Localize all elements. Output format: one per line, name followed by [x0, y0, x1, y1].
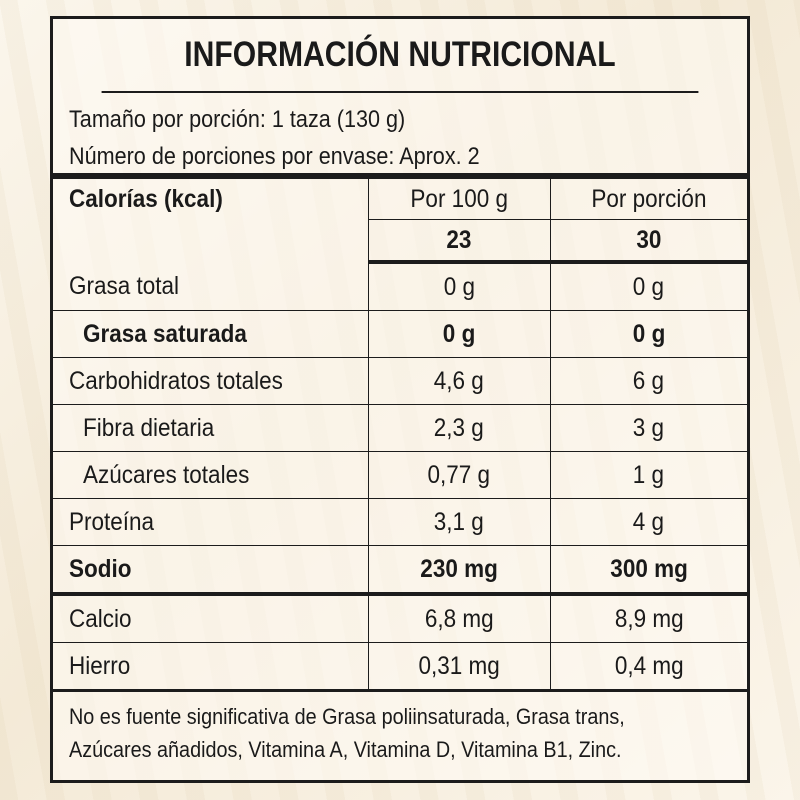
- nutrient-per100-cell: 6,8 mg: [367, 594, 550, 643]
- nutrient-name-cell: Grasa saturada: [53, 310, 368, 358]
- nutrient-row-calcio: Calcio 6,8 mg 8,9 mg: [53, 594, 747, 643]
- nutrition-facts-label: INFORMACIÓN NUTRICIONAL Tamaño por porci…: [50, 16, 750, 783]
- nutrient-portion-cell: 1 g: [549, 451, 747, 499]
- calories-label-cell: Calorías (kcal): [53, 179, 368, 262]
- calories-label: Calorías (kcal): [69, 185, 223, 213]
- serving-info: Tamaño por porción: 1 taza (130 g) Númer…: [53, 93, 747, 179]
- nutrient-row-fibra: Fibra dietaria 2,3 g 3 g: [53, 404, 747, 452]
- nutrient-per100-cell: 0,31 mg: [367, 642, 550, 692]
- nutrient-table: Calorías (kcal) Por 100 g Por porción 23…: [53, 179, 747, 692]
- nutrient-per100: 3,1 g: [433, 507, 485, 536]
- nutrient-row-grasa-total: Grasa total 0 g 0 g: [53, 262, 747, 311]
- nutrient-name-cell: Hierro: [53, 642, 368, 692]
- serving-size: Tamaño por porción: 1 taza (130 g): [69, 106, 406, 133]
- nutrient-name-cell: Calcio: [53, 594, 368, 643]
- nutrient-portion: 0,4 mg: [614, 651, 684, 680]
- nutrient-name: Azúcares totales: [83, 460, 250, 489]
- nutrient-name: Sodio: [69, 554, 132, 583]
- servings-per-container: Número de porciones por envase: Aprox. 2: [69, 143, 480, 170]
- nutrient-per100-cell: 0,77 g: [367, 451, 550, 499]
- nutrient-portion: 3 g: [633, 413, 665, 442]
- nutrient-portion-cell: 0,4 mg: [549, 642, 747, 692]
- nutrient-portion: 0 g: [633, 272, 665, 301]
- nutrient-per100-cell: 3,1 g: [367, 498, 550, 546]
- calories-portion-cell: 30: [549, 219, 747, 264]
- calories-portion: 30: [636, 225, 662, 254]
- nutrient-name-cell: Grasa total: [53, 262, 368, 311]
- footnote-line-1: No es fuente significativa de Grasa poli…: [69, 704, 625, 729]
- nutrient-portion-cell: 3 g: [549, 404, 747, 452]
- nutrient-name: Hierro: [69, 651, 131, 680]
- nutrient-per100: 0,31 mg: [418, 651, 500, 680]
- calories-per100-cell: 23: [367, 219, 550, 264]
- nutrient-name: Grasa saturada: [83, 319, 247, 348]
- nutrient-name-cell: Proteína: [53, 498, 368, 546]
- label-title: INFORMACIÓN NUTRICIONAL: [101, 19, 699, 93]
- nutrient-per100-cell: 230 mg: [367, 545, 550, 596]
- portion-header: Por porción: [591, 184, 707, 213]
- nutrient-per100: 230 mg: [420, 554, 498, 583]
- nutrient-per100: 0 g: [443, 272, 475, 301]
- nutrient-portion-cell: 300 mg: [549, 545, 747, 596]
- nutrient-portion-cell: 6 g: [549, 357, 747, 405]
- nutrient-row-proteina: Proteína 3,1 g 4 g: [53, 498, 747, 546]
- calories-header-row: Calorías (kcal) Por 100 g Por porción: [53, 179, 747, 220]
- nutrient-name: Proteína: [69, 507, 155, 536]
- nutrient-row-azucares: Azúcares totales 0,77 g 1 g: [53, 451, 747, 499]
- nutrient-portion-cell: 0 g: [549, 262, 747, 311]
- nutrient-row-grasa-saturada: Grasa saturada 0 g 0 g: [53, 310, 747, 358]
- per100-header: Por 100 g: [410, 184, 508, 213]
- nutrient-portion: 6 g: [633, 366, 665, 395]
- nutrient-portion-cell: 0 g: [549, 310, 747, 358]
- nutrient-name: Carbohidratos totales: [69, 366, 283, 395]
- nutrient-row-carbohidratos: Carbohidratos totales 4,6 g 6 g: [53, 357, 747, 405]
- nutrient-per100: 6,8 mg: [424, 604, 494, 633]
- nutrient-name-cell: Carbohidratos totales: [53, 357, 368, 405]
- nutrient-portion: 4 g: [633, 507, 665, 536]
- nutrient-row-sodio: Sodio 230 mg 300 mg: [53, 545, 747, 596]
- nutrient-per100: 2,3 g: [433, 413, 485, 442]
- nutrient-name: Fibra dietaria: [83, 413, 215, 442]
- nutrient-portion-cell: 8,9 mg: [549, 594, 747, 643]
- calories-values-row: 23 30: [53, 219, 747, 264]
- nutrient-portion: 300 mg: [609, 554, 688, 583]
- per100-header-cell: Por 100 g: [367, 179, 550, 220]
- nutrient-per100-cell: 0 g: [367, 310, 550, 358]
- nutrient-portion: 1 g: [633, 460, 665, 489]
- nutrient-portion: 8,9 mg: [614, 604, 684, 633]
- nutrient-name: Calcio: [69, 604, 132, 633]
- nutrient-name-cell: Sodio: [53, 545, 368, 596]
- nutrient-name-cell: Fibra dietaria: [53, 404, 368, 452]
- nutrient-per100: 4,6 g: [433, 366, 485, 395]
- nutrient-per100: 0 g: [442, 319, 476, 348]
- nutrient-per100-cell: 2,3 g: [367, 404, 550, 452]
- nutrient-name-cell: Azúcares totales: [53, 451, 368, 499]
- footnote: No es fuente significativa de Grasa poli…: [53, 692, 747, 766]
- nutrient-per100-cell: 4,6 g: [367, 357, 550, 405]
- calories-per100: 23: [446, 225, 472, 254]
- nutrient-per100: 0,77 g: [427, 460, 491, 489]
- footnote-line-2: Azúcares añadidos, Vitamina A, Vitamina …: [69, 737, 622, 762]
- nutrient-name: Grasa total: [69, 271, 180, 300]
- nutrient-row-hierro: Hierro 0,31 mg 0,4 mg: [53, 642, 747, 692]
- nutrient-portion: 0 g: [632, 319, 666, 348]
- nutrient-portion-cell: 4 g: [549, 498, 747, 546]
- portion-header-cell: Por porción: [549, 179, 747, 220]
- nutrient-per100-cell: 0 g: [367, 262, 550, 311]
